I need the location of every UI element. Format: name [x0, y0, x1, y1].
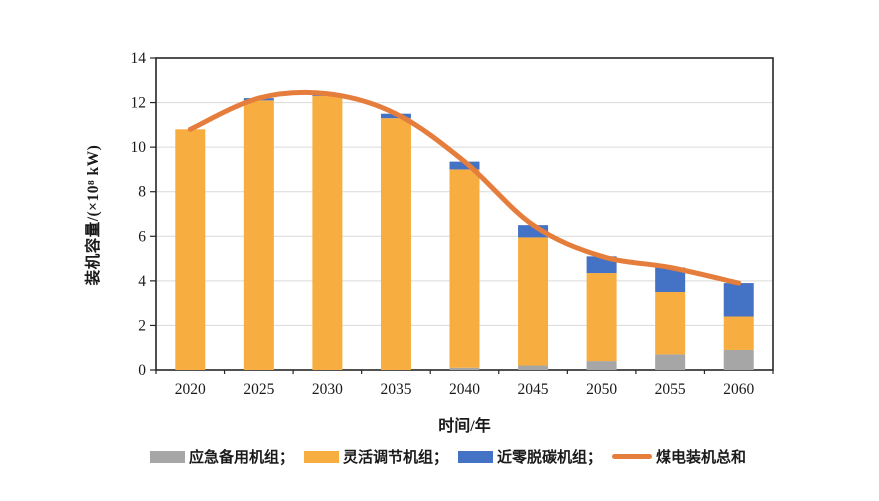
x-tick-label: 2025	[243, 381, 274, 398]
bar-segment-灵活调节机组-2045	[518, 237, 549, 366]
legend: 应急备用机组； 灵活调节机组； 近零脱碳机组； 煤电装机总和	[150, 446, 746, 467]
blue-bar-swatch-icon	[458, 450, 494, 463]
chart-plot: 0 2 4 6 8 10 12 14 2020 2025 2030 2035 2040 2045 2050 2…	[131, 50, 774, 398]
y-tick-label: 14	[131, 50, 147, 67]
x-tick-label: 2055	[655, 381, 686, 398]
y-tick-label: 6	[138, 228, 146, 245]
bar-segment-应急备用机组-2060	[723, 349, 754, 370]
legend-label: 近零脱碳机组；	[497, 450, 603, 466]
bar-segment-应急备用机组-2045	[518, 365, 549, 370]
bar-segment-灵活调节机组-2060	[723, 316, 754, 350]
y-tick-label: 2	[138, 317, 146, 334]
bar-segment-应急备用机组-2040	[449, 367, 480, 370]
x-tick-label: 2060	[723, 381, 754, 398]
x-tick-label: 2050	[586, 381, 617, 398]
bar-segment-灵活调节机组-2025	[243, 100, 274, 370]
x-tick-label: 2035	[380, 381, 411, 398]
legend-label: 煤电装机总和	[656, 450, 747, 466]
x-axis-title: 时间/年	[438, 418, 491, 435]
y-tick-label: 10	[131, 139, 147, 156]
x-tick-label: 2045	[518, 381, 549, 398]
x-tick-label: 2040	[449, 381, 480, 398]
bar-segment-灵活调节机组-2050	[586, 273, 617, 362]
legend-item-flexible-regulation: 灵活调节机组；	[304, 446, 448, 467]
y-tick-label: 12	[131, 95, 147, 112]
legend-label: 灵活调节机组；	[343, 450, 449, 466]
bar-segment-应急备用机组-2055	[655, 354, 686, 370]
bar-segment-灵活调节机组-2040	[449, 169, 480, 368]
bar-segment-灵活调节机组-2055	[655, 292, 686, 355]
gray-bar-swatch-icon	[150, 450, 185, 463]
bar-segment-近零脱碳机组-2060	[723, 283, 754, 317]
y-tick-label: 8	[138, 184, 146, 201]
total-line-煤电装机总和	[187, 89, 742, 286]
orange-line-swatch-icon	[612, 454, 653, 459]
y-tick-label: 4	[138, 273, 146, 290]
x-tick-label: 2020	[175, 381, 206, 398]
bar-segment-灵活调节机组-2035	[380, 118, 411, 371]
legend-label: 应急备用机组；	[189, 450, 295, 466]
bar-segment-应急备用机组-2050	[586, 361, 617, 370]
bar-segment-近零脱碳机组-2040	[449, 161, 480, 170]
legend-item-near-zero-carbon: 近零脱碳机组；	[458, 446, 602, 467]
legend-item-emergency-backup: 应急备用机组；	[150, 446, 294, 467]
yellow-bar-swatch-icon	[304, 450, 340, 463]
legend-item-coal-total: 煤电装机总和	[612, 446, 746, 467]
bar-segment-灵活调节机组-2020	[175, 129, 206, 370]
y-tick-label: 0	[138, 362, 146, 379]
x-tick-label: 2030	[312, 381, 343, 398]
y-axis-title: 装机容量/(×10⁸ kW)	[85, 144, 102, 286]
bar-segment-灵活调节机组-2030	[312, 95, 343, 370]
